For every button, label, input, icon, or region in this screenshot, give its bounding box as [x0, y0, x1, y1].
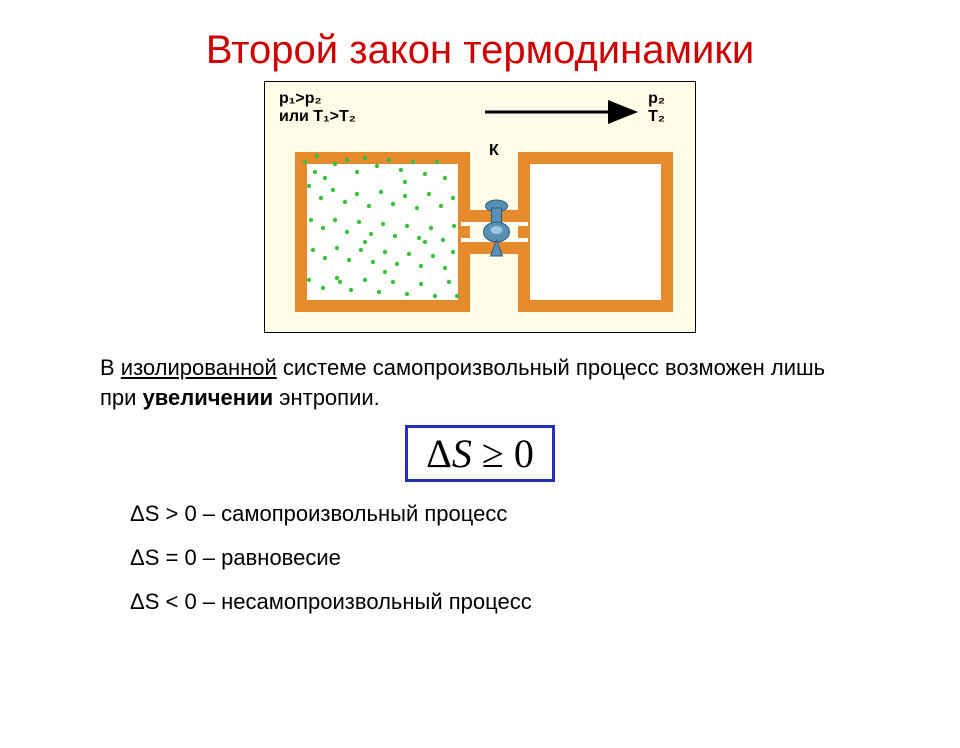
- diagram-container: p₁>p₂ или T₁>T₂ p₂ T₂ К: [0, 81, 960, 333]
- page-title: Второй закон термодинамики: [0, 28, 960, 73]
- thermo-diagram: p₁>p₂ или T₁>T₂ p₂ T₂ К: [264, 81, 696, 333]
- p-pre: В: [100, 355, 121, 380]
- eq-var: S: [452, 431, 472, 476]
- p-bold: увеличении: [143, 385, 274, 410]
- p-underline: изолированной: [121, 355, 277, 380]
- valve-icon: [484, 200, 510, 256]
- eq-rel: ≥: [472, 431, 514, 476]
- case-equilibrium: ΔS = 0 – равновесие: [130, 536, 830, 580]
- entropy-inequality: ΔS ≥ 0: [405, 425, 555, 482]
- equation-container: ΔS ≥ 0: [0, 425, 960, 482]
- diagram-overlay: [265, 82, 695, 332]
- p-post: энтропии.: [273, 385, 380, 410]
- cases-list: ΔS > 0 – самопроизвольный процесс ΔS = 0…: [130, 492, 830, 624]
- eq-rhs: 0: [514, 431, 534, 476]
- case-positive: ΔS > 0 – самопроизвольный процесс: [130, 492, 830, 536]
- case-negative: ΔS < 0 – несамопроизвольный процесс: [130, 580, 830, 624]
- eq-delta: Δ: [426, 431, 452, 476]
- description-paragraph: В изолированной системе самопроизвольный…: [100, 353, 860, 413]
